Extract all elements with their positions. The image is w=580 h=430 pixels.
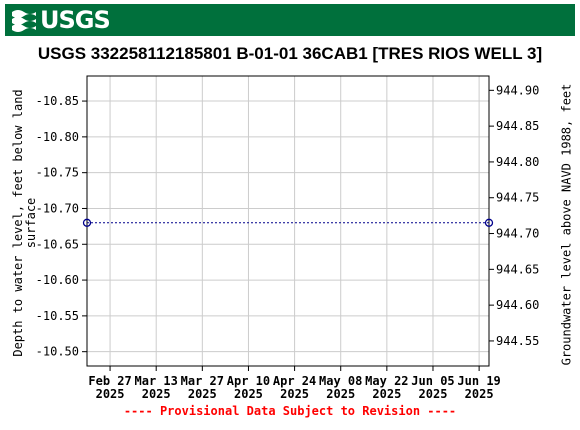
data-series: [82, 218, 494, 227]
left-axis-ticks: -10.85 -10.80 -10.75 -10.70 -10.65 -10.60 -10.…: [36, 94, 87, 359]
x-tick-year-label: 2025: [96, 387, 125, 401]
usgs-banner: USGS: [5, 4, 575, 36]
left-tick-label: -10.50: [36, 345, 79, 359]
left-tick-label: -10.85: [36, 94, 79, 108]
plot-frame: [86, 75, 490, 367]
x-tick-year-label: 2025: [326, 387, 355, 401]
x-tick-year-label: 2025: [280, 387, 309, 401]
x-tick-year-label: 2025: [188, 387, 217, 401]
left-tick-label: -10.80: [36, 130, 79, 144]
x-tick-label: Apr 10: [227, 374, 270, 388]
left-tick-label: -10.75: [36, 166, 79, 180]
x-tick-year-label: 2025: [465, 387, 494, 401]
x-tick-label: Jun 05: [411, 374, 454, 388]
provisional-data-note: ---- Provisional Data Subject to Revisio…: [123, 404, 457, 418]
right-axis-ticks: 944.55 944.60 944.65 944.70 944.75 944.80 944.…: [489, 83, 539, 348]
right-tick-label: 944.55: [496, 334, 539, 348]
right-tick-label: 944.60: [496, 298, 539, 312]
x-tick-label: Apr 24: [273, 374, 316, 388]
x-tick-label: Jun 19: [457, 374, 500, 388]
x-tick-label: May 08: [319, 374, 362, 388]
x-tick-label: Mar 13: [135, 374, 178, 388]
data-point: [82, 218, 92, 227]
left-tick-label: -10.55: [36, 309, 79, 323]
x-tick-year-label: 2025: [142, 387, 171, 401]
x-tick-year-label: 2025: [372, 387, 401, 401]
x-tick-year-label: 2025: [234, 387, 263, 401]
usgs-wave-icon: [12, 10, 36, 32]
right-tick-label: 944.70: [496, 227, 539, 241]
x-tick-year-label: 2025: [419, 387, 448, 401]
right-tick-label: 944.75: [496, 191, 539, 205]
chart-title: USGS 332258112185801 B-01-01 36CAB1 [TRE…: [37, 44, 543, 63]
agency-name: USGS: [40, 6, 111, 34]
x-tick-label: Mar 27: [181, 374, 224, 388]
right-tick-label: 944.90: [496, 83, 539, 97]
x-tick-label: May 22: [365, 374, 408, 388]
right-tick-label: 944.85: [496, 119, 539, 133]
left-tick-label: -10.65: [36, 237, 79, 251]
right-tick-label: 944.65: [496, 262, 539, 276]
right-tick-label: 944.80: [496, 155, 539, 169]
data-point: [484, 218, 494, 227]
left-tick-label: -10.60: [36, 273, 79, 287]
grid-lines: [87, 76, 489, 366]
left-tick-label: -10.70: [36, 201, 79, 215]
usgs-logo: USGS: [11, 6, 111, 34]
x-tick-label: Feb 27: [88, 374, 131, 388]
